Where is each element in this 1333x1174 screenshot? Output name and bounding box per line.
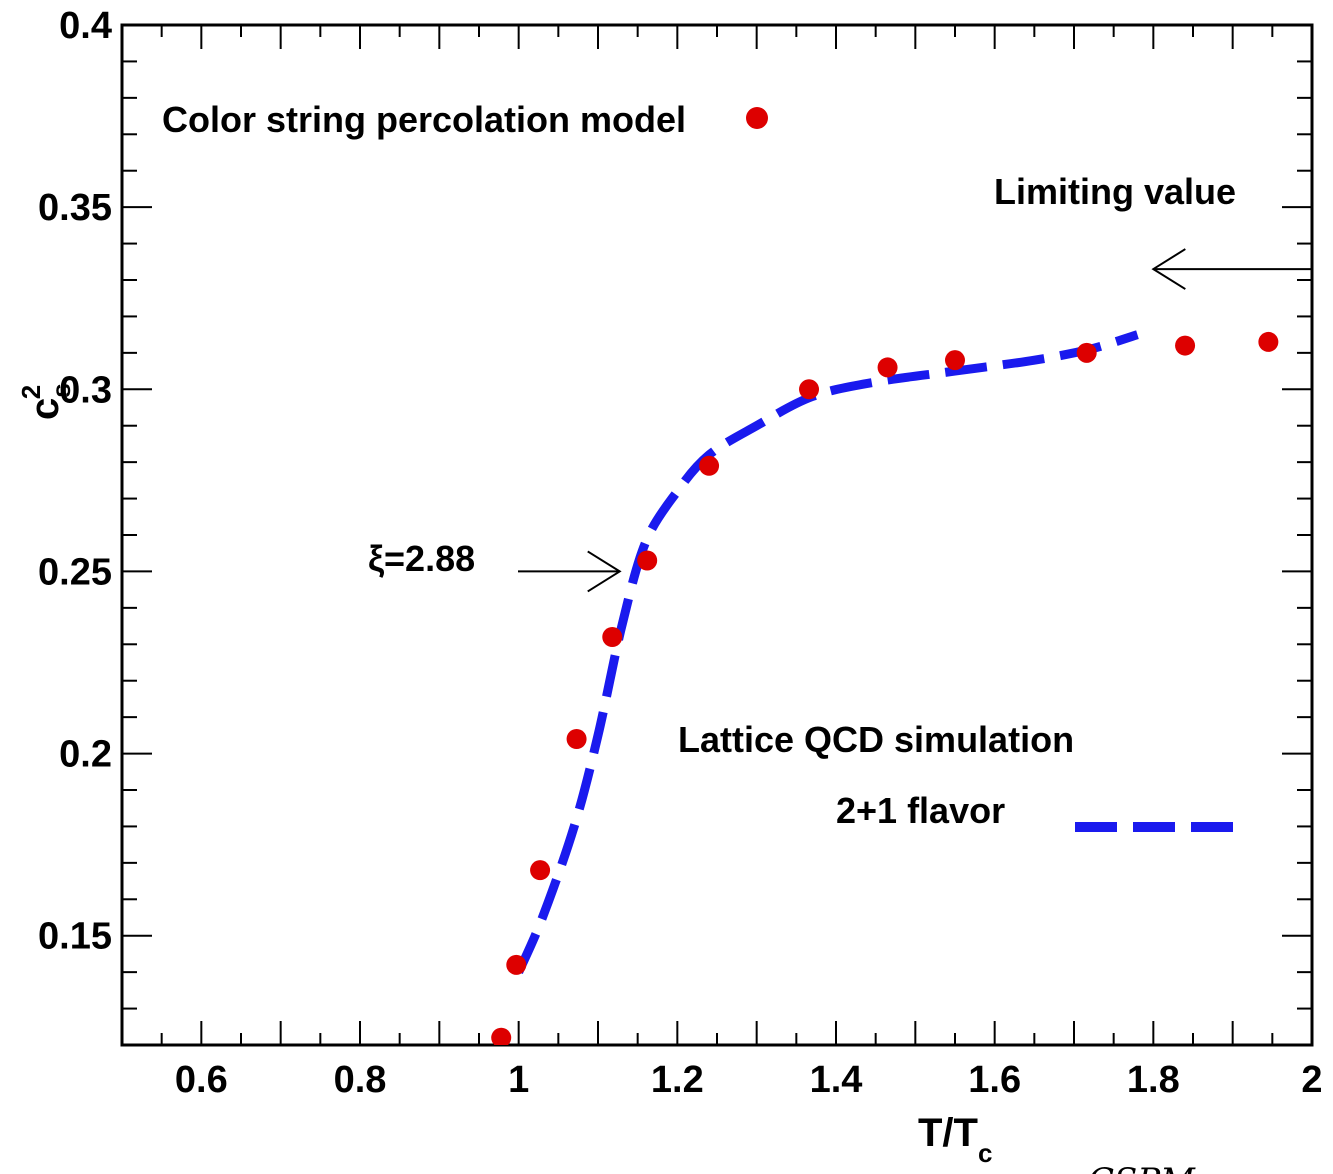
axis-ticks [121,24,1313,1046]
x-tick-label: 1.4 [810,1059,863,1101]
svg-text:cs2: cs2 [16,383,76,420]
data-point [945,350,965,371]
x-tick-label: 1.6 [968,1059,1021,1101]
y-tick-labels: 0.15 0.2 0.25 0.3 0.35 0.4 [38,5,112,958]
footer-cspm: CSPM [1088,1161,1196,1174]
x-axis-title: T/Tc [918,1111,992,1168]
data-point [699,455,720,476]
data-point [877,357,898,378]
legend-label-lattice-1: Lattice QCD simulation [678,719,1074,760]
xi-arrow [518,550,622,593]
y-axis-title: cs2 [16,383,76,420]
data-point [491,1027,512,1045]
x-tick-labels: 0.6 0.8 1 1.2 1.4 1.6 1.8 2 [175,1059,1323,1101]
data-point [1175,335,1196,356]
y-tick-label: 0.25 [38,551,112,593]
y-tick-label: 0.15 [38,916,112,958]
data-point [506,954,527,975]
data-point [799,379,820,400]
annotation-limiting-value: Limiting value [994,171,1236,212]
data-point [1076,342,1097,363]
x-tick-label: 0.6 [175,1059,228,1101]
x-tick-label: 1.2 [651,1059,704,1101]
x-tick-label: 1.8 [1127,1059,1180,1101]
legend-label-lattice-2: 2+1 flavor [836,790,1005,831]
legend-marker-percolation [746,107,768,129]
y-tick-label: 0.35 [38,187,112,229]
y-tick-label: 0.3 [59,369,112,411]
y-tick-label: 0.4 [59,5,112,47]
x-tick-label: 1 [508,1059,529,1101]
data-point [566,729,587,749]
data-point [602,627,623,647]
plot-frame [120,23,1314,1047]
data-point [637,550,658,571]
legend-label-percolation: Color string percolation model [162,99,686,140]
x-tick-label: 2 [1301,1059,1322,1101]
y-tick-label: 0.2 [59,734,112,776]
limiting-value-arrow [1151,248,1312,290]
data-point [1258,331,1279,352]
data-point [530,860,551,881]
percolation-points [491,331,1279,1045]
x-tick-label: 0.8 [334,1059,387,1101]
annotation-xi: ξ=2.88 [368,538,475,579]
